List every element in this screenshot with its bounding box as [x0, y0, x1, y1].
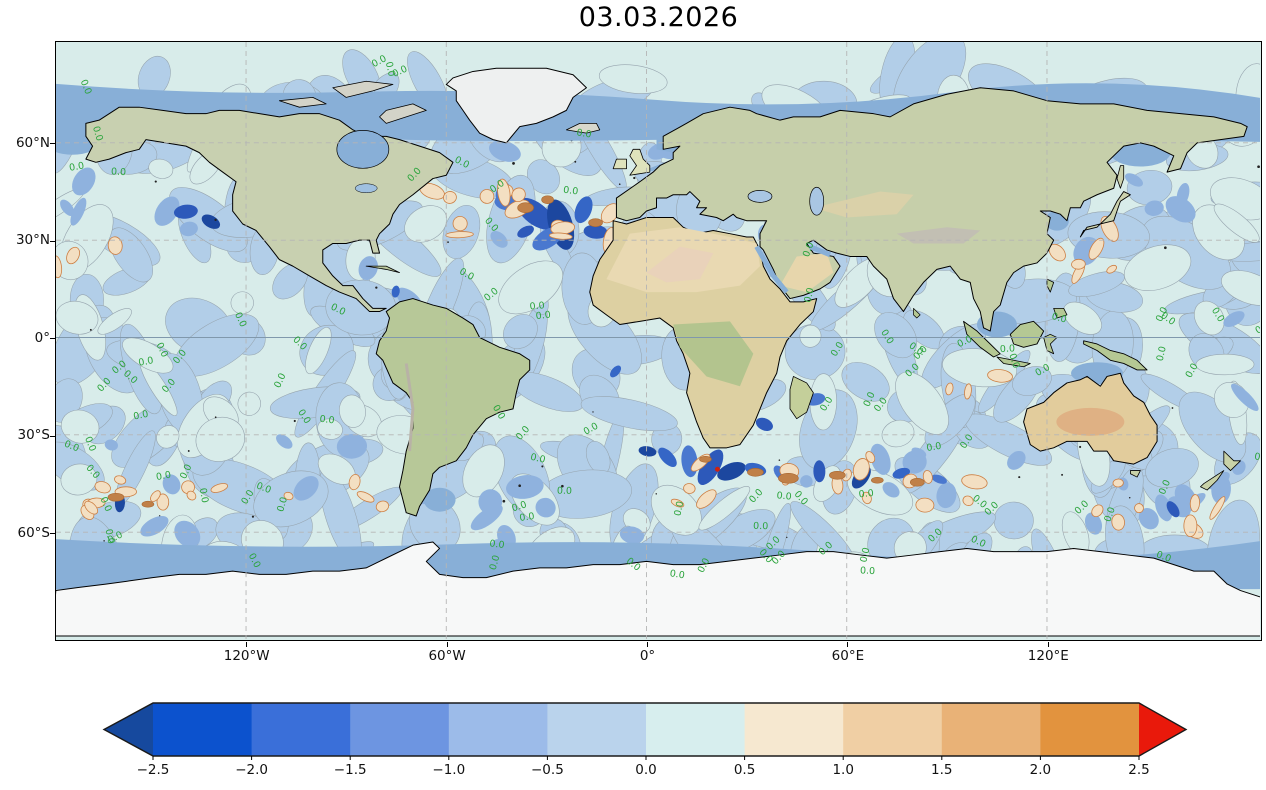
- lat-tick-label: 60°S: [17, 524, 51, 541]
- colorbar-tick-label: 0.0: [635, 762, 657, 778]
- zero-contour-label: 0.0: [255, 480, 273, 496]
- zero-contour-label: 0.0: [197, 487, 210, 504]
- colorbar-tick-label: 2.5: [1128, 762, 1150, 778]
- zero-contour-label: 0.0: [535, 310, 551, 323]
- zero-contour-label: 0.0: [576, 127, 593, 140]
- zero-contour-label: 0.0: [1102, 506, 1117, 524]
- zero-contour-label: 0.0: [860, 565, 876, 577]
- lat-tick-label: 0°: [34, 329, 50, 346]
- axis-tick: [847, 641, 849, 647]
- zero-contour-label: 0.0: [563, 185, 579, 198]
- axis-tick: [50, 435, 55, 437]
- zero-contour-label: 0.0: [155, 470, 172, 483]
- colorbar-tick-label: −2.0: [235, 762, 268, 778]
- colorbar-tick-label: −1.5: [333, 762, 367, 778]
- world-map: 0.0 0.0 0.0 0.0 0.0 0.0 0.0 0.0 0.0 0.0 0.0 0.0 0.0 0…: [55, 41, 1262, 641]
- zero-contour-label: 0.0: [753, 521, 768, 533]
- colorbar: [102, 702, 1188, 760]
- zero-contour-label: 0.0: [383, 61, 397, 78]
- zero-contour-label: 0.0: [1050, 311, 1067, 326]
- zero-contour-label: 0.0: [138, 355, 155, 368]
- axis-tick: [246, 641, 248, 647]
- zero-contour-label: 0.0: [557, 486, 572, 497]
- colorbar-segment: [843, 703, 943, 756]
- axis-tick: [50, 143, 55, 144]
- zero-contour-label: 0.0: [275, 496, 290, 514]
- zero-contour-label: 0.0: [78, 78, 94, 96]
- axis-tick: [647, 641, 648, 647]
- colorbar-tick-label: 1.0: [832, 762, 854, 778]
- land-layer: [56, 67, 1260, 637]
- zero-contour-label: 0.0: [858, 488, 874, 501]
- lat-tick-label: 30°N: [15, 232, 50, 248]
- colorbar-over-arrow: [1139, 703, 1186, 756]
- zero-contour-label: 0.0: [926, 441, 943, 454]
- zero-contour-label: 0.0: [776, 490, 792, 502]
- gridlines: [56, 42, 1260, 639]
- colorbar-tick-label: −0.5: [531, 762, 564, 778]
- zero-contour-label: 0.0: [489, 538, 505, 551]
- colorbar-segment: [547, 703, 647, 756]
- axis-tick: [446, 641, 448, 647]
- lon-tick-label: 60°W: [428, 648, 466, 664]
- lakes: [336, 130, 831, 294]
- colorbar-segment: [744, 703, 844, 756]
- zero-contour-label: 0.0: [801, 241, 816, 259]
- lon-tick-label: 120°W: [223, 648, 270, 664]
- colorbar-tick-label: −1.0: [432, 762, 466, 778]
- page-title: 03.03.2026: [578, 2, 739, 33]
- zero-contour-label: 0.0: [1155, 345, 1169, 362]
- zero-contour-label: 0.0: [90, 125, 105, 143]
- zero-contour-label: 0.0: [858, 546, 872, 563]
- axis-tick: [50, 533, 55, 534]
- colorbar-tick-label: 2.0: [1029, 762, 1052, 778]
- zero-contour-label: 0.0: [103, 528, 117, 545]
- lon-tick-label: 60°E: [831, 648, 865, 664]
- zero-contour-label: 0.0: [111, 166, 127, 178]
- colorbar-segment: [646, 703, 746, 756]
- zero-contour-label: 0.0: [1254, 451, 1260, 464]
- lon-tick-label: 0°: [639, 648, 656, 664]
- zero-contour-label: 0.0: [1155, 549, 1173, 565]
- zero-contour-label: 0.0: [669, 568, 686, 581]
- lat-tick-label: 60°N: [15, 134, 50, 151]
- axis-tick: [1047, 641, 1049, 647]
- colorbar-under-arrow: [104, 703, 153, 756]
- zero-contour-label: 0.0: [672, 500, 686, 517]
- colorbar-segment: [448, 703, 548, 756]
- world-map-svg: 0.00.00.00.00.00.00.00.00.00.00.00.00.00…: [56, 42, 1260, 639]
- axis-tick: [50, 338, 55, 339]
- colorbar-tick-label: 0.5: [733, 762, 756, 778]
- zero-contour-label: 0.0: [802, 287, 816, 304]
- axis-tick: [50, 240, 55, 242]
- zero-contour-label: 0.0: [529, 300, 545, 312]
- colorbar-tick-label: 1.5: [931, 762, 953, 778]
- colorbar-segment: [153, 703, 253, 756]
- lon-tick-label: 120°E: [1027, 648, 1069, 664]
- zero-contour-label: 0.0: [510, 499, 528, 514]
- zero-contour-label: 0.0: [1000, 343, 1016, 355]
- zero-contour-label: 0.0: [319, 414, 335, 427]
- zero-contour-label: 0.0: [132, 409, 149, 423]
- zero-contour-label: 0.0: [488, 554, 503, 572]
- zero-contour-label: 0.0: [529, 452, 546, 466]
- colorbar-segment: [1040, 703, 1140, 756]
- zero-contour-label: 0.0: [1254, 320, 1260, 337]
- zero-contour-label: 0.0: [519, 511, 535, 524]
- zero-contour-label: 0.0: [62, 439, 80, 455]
- lat-tick-label: 30°S: [17, 427, 51, 443]
- colorbar-segment: [251, 703, 351, 756]
- colorbar-segment: [350, 703, 450, 756]
- zero-contour-label: 0.0: [82, 435, 98, 453]
- colorbar-segment: [941, 703, 1041, 756]
- zero-contour-label: 0.0: [1006, 352, 1021, 370]
- colorbar-tick-label: −2.5: [136, 762, 170, 778]
- zero-contour-label: 0.0: [68, 160, 85, 173]
